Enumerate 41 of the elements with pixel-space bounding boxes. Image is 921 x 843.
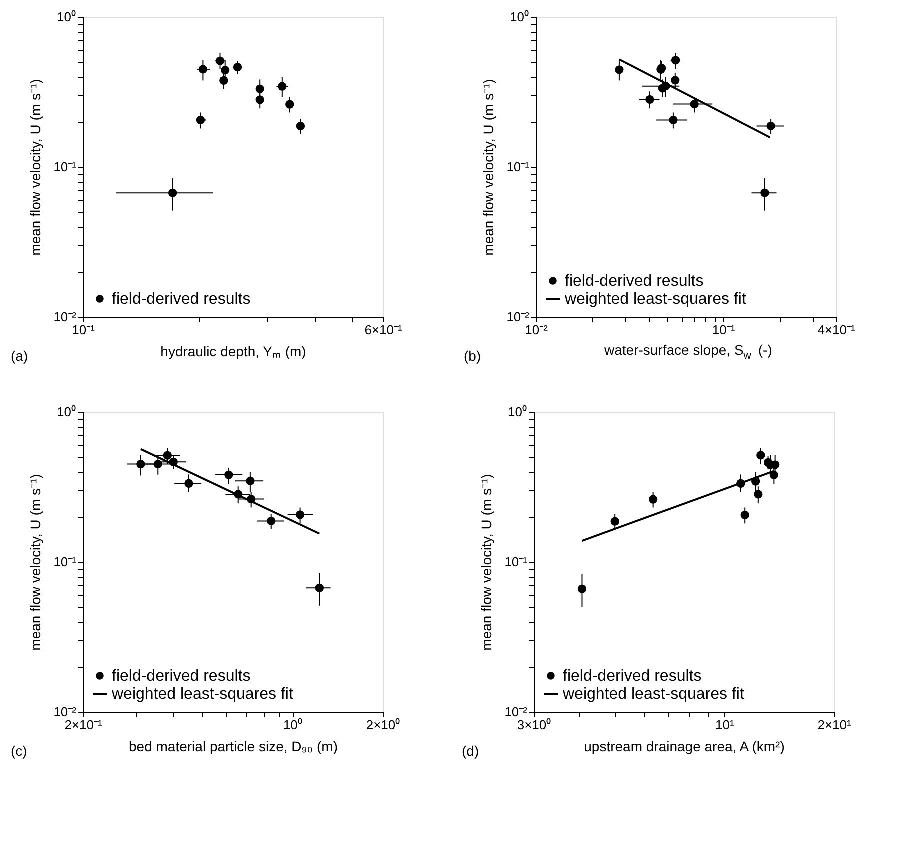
legend-label: weighted least-squares fit bbox=[562, 686, 745, 703]
y-axis-title: mean flow velocity, U (m s⁻¹) bbox=[28, 474, 44, 651]
legend-label: field-derived results bbox=[112, 291, 251, 308]
text: (c) bbox=[11, 743, 28, 759]
x-axis-title: upstream drainage area, A (km²) bbox=[584, 738, 785, 754]
y-tick-label: 10⁻² bbox=[504, 704, 528, 720]
y-tick-label: 10⁻¹ bbox=[506, 160, 530, 174]
y-tick-label: 10⁻¹ bbox=[504, 554, 528, 570]
y-axis-title: mean flow velocity, U (m s⁻¹) bbox=[480, 79, 497, 256]
text: (a) bbox=[11, 348, 28, 364]
x-tick-label: 6×10⁻¹ bbox=[364, 322, 403, 338]
y-tick-label: 10⁰ bbox=[510, 10, 530, 24]
y-axis-title: mean flow velocity, U (m s⁻¹) bbox=[478, 474, 495, 651]
y-tick-label: 10⁰ bbox=[57, 10, 76, 24]
legend-label: weighted least-squares fit bbox=[564, 291, 747, 308]
x-tick-label: 2×10¹ bbox=[818, 718, 852, 732]
x-axis-title: hydraulic depth, Yₘ (m) bbox=[160, 344, 306, 360]
legend-label: weighted least-squares fit bbox=[111, 686, 294, 703]
y-tick-label: 10⁻¹ bbox=[54, 160, 78, 174]
x-tick-label: 10¹ bbox=[715, 718, 735, 732]
text: (d) bbox=[462, 743, 480, 759]
legend-label: field-derived results bbox=[565, 273, 704, 290]
y-tick-label: 10⁻² bbox=[54, 704, 78, 720]
legend-label: field-derived results bbox=[112, 668, 251, 685]
x-tick-label: 10⁰ bbox=[283, 718, 303, 732]
y-tick-label: 10⁰ bbox=[508, 404, 528, 420]
x-tick-label: 2×10⁻¹ bbox=[64, 718, 103, 732]
x-tick-label: 10⁻² bbox=[525, 322, 549, 338]
x-tick-label: 3×10⁰ bbox=[517, 718, 552, 732]
x-tick-label: 10⁻¹ bbox=[712, 322, 736, 338]
y-tick-label: 10⁻² bbox=[506, 310, 530, 324]
text: (b) bbox=[464, 348, 482, 364]
y-tick-label: 10⁻² bbox=[54, 310, 78, 324]
x-tick-label: 2×10⁰ bbox=[366, 718, 401, 732]
x-tick-label: 10⁻¹ bbox=[72, 322, 96, 338]
x-tick-label: 4×10⁻¹ bbox=[818, 322, 856, 338]
y-tick-label: 10⁻¹ bbox=[54, 554, 78, 570]
legend-label: field-derived results bbox=[563, 668, 702, 685]
y-axis-title: mean flow velocity, U (m s⁻¹) bbox=[28, 79, 44, 256]
x-axis-title: bed material particle size, D₉₀ (m) bbox=[129, 738, 338, 754]
y-tick-label: 10⁰ bbox=[57, 404, 76, 420]
